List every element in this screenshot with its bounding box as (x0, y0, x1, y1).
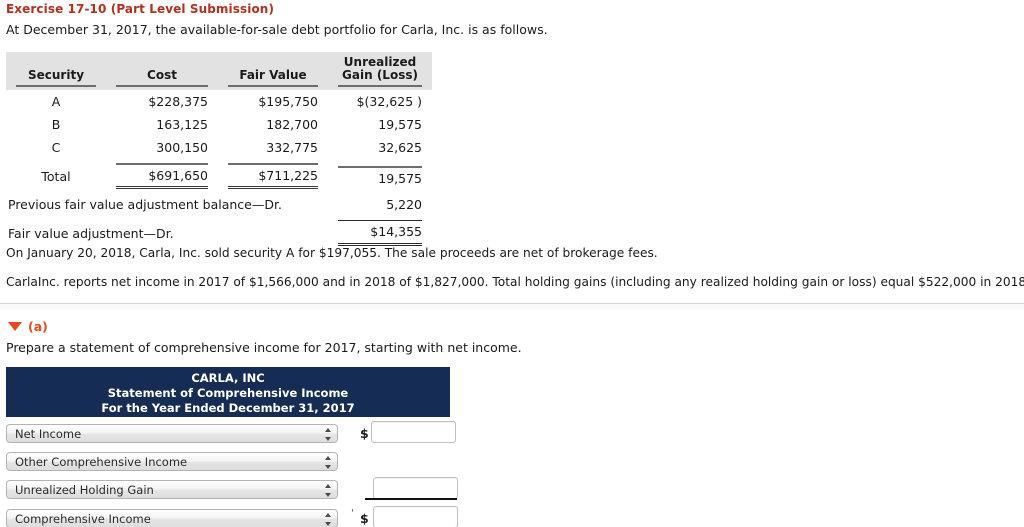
cell-total-unrealized-value: 19,575 (338, 166, 422, 186)
part-a-header[interactable]: (a) (8, 319, 48, 334)
apostrophe-mark: ' (351, 508, 354, 519)
col-header-cost-label: Cost (147, 68, 177, 82)
statement-row-other-comprehensive-income: Other Comprehensive Income (6, 452, 450, 472)
fair-value-adjustment-value-text: $14,355 (338, 220, 422, 239)
cell-unrealized: 32,625 (378, 140, 422, 155)
stepper-updown-icon[interactable] (323, 484, 332, 497)
col-header-fair-value-label: Fair Value (239, 68, 307, 82)
amount-input-net-income[interactable] (371, 421, 456, 443)
col-header-unrealized-line2: Gain (Loss) (342, 68, 418, 82)
cell-unrealized: $(32,625 ) (356, 94, 422, 109)
statement-row-unrealized-holding-gain: Unrealized Holding Gain (6, 477, 458, 500)
col-header-fair-value-rule (228, 84, 318, 87)
exercise-intro-text: At December 31, 2017, the available-for-… (6, 22, 548, 37)
fair-value-adjustment-double-rule (338, 239, 422, 246)
account-select-comprehensive-income[interactable]: Comprehensive Income (6, 509, 338, 527)
cell-security: C (51, 140, 61, 155)
cell-total-fair-value: $711,225 (218, 159, 328, 193)
exercise-title: Exercise 17-10 (Part Level Submission) (6, 2, 275, 16)
statement-row-comprehensive-income: Comprehensive Income ' $ (6, 506, 458, 527)
part-a-marker: (a) (28, 319, 48, 334)
fair-value-adjustment-value: $14,355 (328, 216, 432, 250)
col-header-fair-value: Fair Value (218, 52, 328, 90)
stepper-updown-icon[interactable] (323, 513, 332, 526)
account-select-comprehensive-income-value: Comprehensive Income (15, 512, 151, 526)
cell-fair-value: 182,700 (266, 117, 318, 132)
amount-input-comprehensive-income[interactable] (373, 506, 458, 527)
currency-symbol-comprehensive-income: $ (360, 511, 369, 526)
col-header-unrealized-rule (338, 84, 422, 87)
table-total-row: Total $691,650 $711,225 19,575 (6, 159, 432, 193)
portfolio-table-body: A $228,375 $195,750 $(32,625 ) B 163,125… (6, 90, 432, 250)
part-a-instruction: Prepare a statement of comprehensive inc… (6, 340, 522, 355)
account-select-unrealized-holding-gain[interactable]: Unrealized Holding Gain (6, 480, 338, 499)
col-header-unrealized-line1: Unrealized (343, 55, 417, 69)
cell-fair-value: $195,750 (258, 94, 318, 109)
col-header-cost-rule (116, 84, 208, 87)
sale-paragraph: On January 20, 2018, Carla, Inc. sold se… (6, 246, 658, 260)
cell-total-label: Total (41, 168, 71, 184)
amount-input-unrealized-holding-gain[interactable] (373, 477, 458, 499)
account-select-other-comprehensive-income-value: Other Comprehensive Income (15, 455, 188, 469)
account-select-net-income[interactable]: Net Income (6, 424, 338, 443)
col-header-security: Security (6, 52, 106, 90)
statement-header: CARLA, INC Statement of Comprehensive In… (6, 367, 450, 417)
table-header-row: Security Cost Fair Value Unrealized Gain… (6, 52, 432, 90)
col-header-cost: Cost (106, 52, 218, 90)
stepper-updown-icon[interactable] (323, 428, 332, 441)
col-header-unrealized: Unrealized Gain (Loss) (328, 52, 432, 90)
account-select-other-comprehensive-income[interactable]: Other Comprehensive Income (6, 452, 338, 471)
table-adjustment-row: Fair value adjustment—Dr. $14,355 (6, 216, 432, 250)
cell-fair-value: 332,775 (266, 140, 318, 155)
portfolio-table-head: Security Cost Fair Value Unrealized Gain… (6, 52, 432, 90)
cell-cost: 163,125 (156, 117, 208, 132)
net-income-paragraph: CarlaInc. reports net income in 2017 of … (6, 275, 1024, 289)
cell-total-unrealized: 19,575 (328, 159, 432, 193)
statement-row-net-income: Net Income $ (6, 421, 456, 444)
statement-title: Statement of Comprehensive Income (107, 386, 349, 400)
statement-period: For the Year Ended December 31, 2017 (101, 401, 355, 415)
account-select-unrealized-holding-gain-value: Unrealized Holding Gain (15, 483, 154, 497)
stepper-updown-icon[interactable] (323, 456, 332, 469)
triangle-down-icon[interactable] (8, 322, 22, 331)
cell-unrealized: 19,575 (378, 117, 422, 132)
col-header-security-label: Security (27, 68, 85, 82)
previous-adjustment-value: 5,220 (386, 197, 422, 212)
portfolio-table: Security Cost Fair Value Unrealized Gain… (6, 52, 432, 250)
account-select-net-income-value: Net Income (15, 427, 82, 441)
section-divider (0, 303, 1024, 310)
previous-adjustment-label: Previous fair value adjustment balance—D… (8, 197, 282, 212)
table-row: C 300,150 332,775 32,625 (6, 136, 432, 159)
statement-company-name: CARLA, INC (191, 371, 265, 385)
fair-value-adjustment-label: Fair value adjustment—Dr. (8, 225, 174, 241)
cell-total-cost-value: $691,650 (116, 163, 208, 189)
table-row: A $228,375 $195,750 $(32,625 ) (6, 90, 432, 113)
cell-cost: $228,375 (148, 94, 208, 109)
subtotal-rule (365, 498, 457, 500)
cell-security: B (51, 117, 61, 132)
cell-cost: 300,150 (156, 140, 208, 155)
table-previous-row: Previous fair value adjustment balance—D… (6, 193, 432, 216)
cell-security: A (51, 94, 61, 109)
cell-total-fair-value-value: $711,225 (228, 163, 318, 189)
col-header-security-rule (16, 84, 96, 87)
table-row: B 163,125 182,700 19,575 (6, 113, 432, 136)
currency-symbol-net-income: $ (360, 426, 369, 441)
cell-total-cost: $691,650 (106, 159, 218, 193)
